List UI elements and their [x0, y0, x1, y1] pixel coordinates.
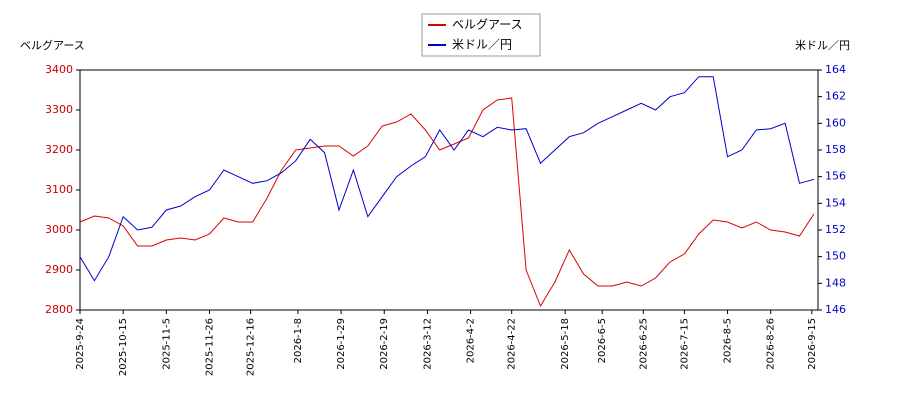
y2-tick-label: 150: [825, 250, 846, 263]
y-tick-label: 3100: [45, 183, 73, 196]
legend-label: ベルグアース: [452, 18, 523, 32]
x-tick-label: 2026-6-5: [597, 318, 608, 363]
plot-frame: [79, 69, 819, 311]
x-tick-label: 2026-9-15: [807, 318, 818, 370]
x-tick-label: 2026-6-25: [638, 318, 649, 370]
series-line: [79, 76, 815, 282]
legend-label: 米ドル／円: [452, 38, 512, 52]
x-tick-label: 2026-7-15: [679, 318, 690, 370]
y2-tick-label: 158: [825, 143, 846, 156]
y2-tick-label: 160: [825, 116, 846, 129]
y2-axis-label: 米ドル／円: [795, 39, 850, 52]
y-tick-label: 3300: [45, 103, 73, 116]
x-tick-label: 2026-4-22: [507, 318, 518, 370]
x-tick-label: 2026-8-5: [723, 318, 734, 363]
legend: [421, 13, 541, 57]
x-tick-label: 2026-4-2: [466, 318, 477, 363]
x-tick-label: 2026-2-19: [379, 318, 390, 370]
x-tick-label: 2026-3-12: [422, 318, 433, 370]
y-tick-label: 3200: [45, 143, 73, 156]
y-tick-label: 2900: [45, 263, 73, 276]
x-tick-label: 2026-8-26: [766, 318, 777, 370]
y2-tick-label: 156: [825, 170, 846, 183]
y2-tick-label: 162: [825, 90, 846, 103]
y-axis-label: ベルグアース: [20, 38, 85, 52]
x-tick-label: 2026-1-8: [293, 318, 304, 363]
x-tick-label: 2026-5-18: [560, 318, 571, 370]
x-tick-label: 2026-1-29: [336, 318, 347, 370]
y2-tick-label: 164: [825, 63, 846, 76]
x-tick-label: 2025-9-24: [75, 318, 86, 370]
y2-tick-label: 146: [825, 303, 846, 316]
y2-tick-label: 148: [825, 276, 846, 289]
y2-tick-label: 152: [825, 223, 846, 236]
x-tick-label: 2025-11-5: [161, 318, 172, 370]
series-line: [79, 97, 815, 308]
y-tick-label: 3000: [45, 223, 73, 236]
x-tick-label: 2025-12-16: [246, 318, 257, 376]
y-tick-label: 3400: [45, 63, 73, 76]
x-tick-label: 2025-11-26: [205, 318, 216, 376]
x-tick-label: 2025-10-15: [118, 318, 129, 376]
y2-tick-label: 154: [825, 196, 846, 209]
y-tick-label: 2800: [45, 303, 73, 316]
